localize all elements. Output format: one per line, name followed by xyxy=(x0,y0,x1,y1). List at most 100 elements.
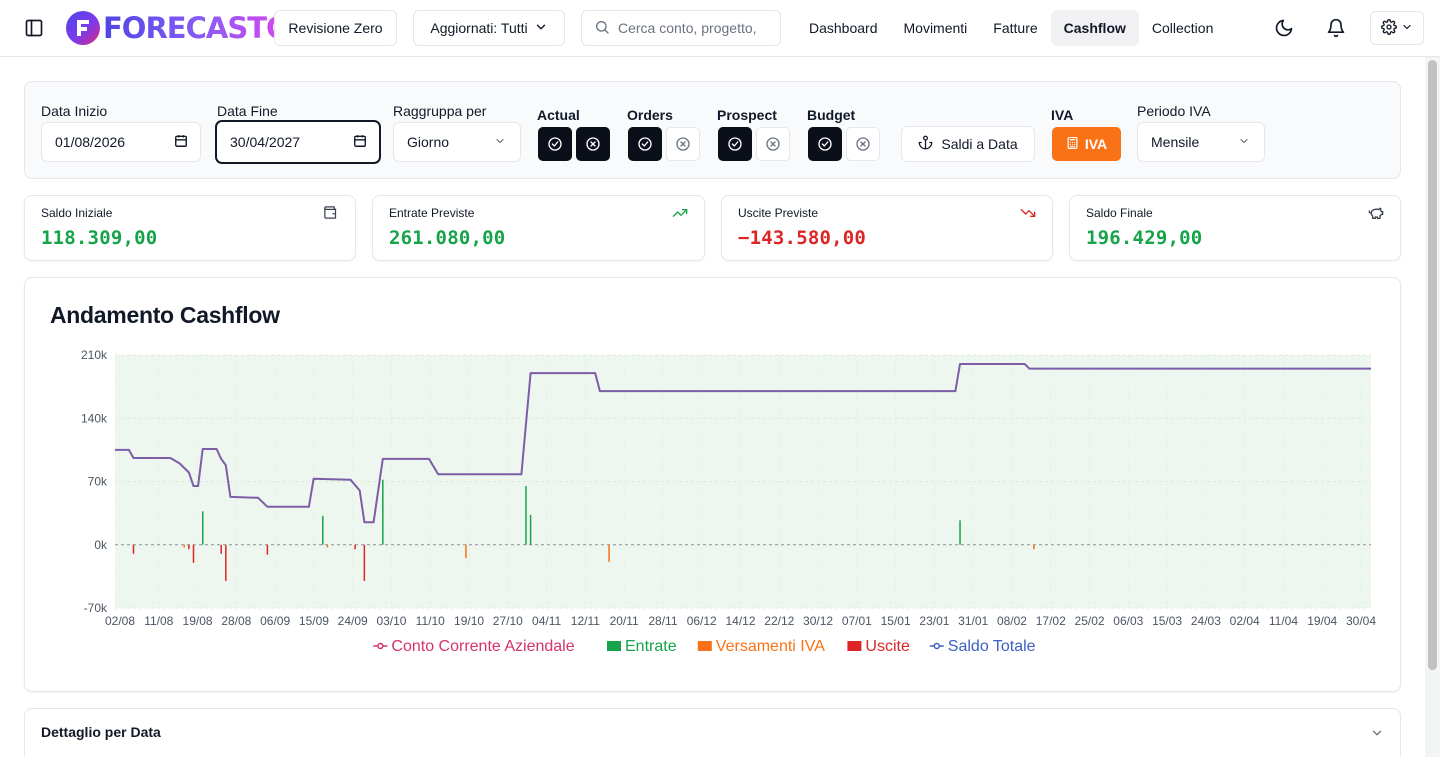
group-by-select[interactable]: Giorno xyxy=(393,122,521,162)
chevron-down-icon xyxy=(534,20,548,37)
stat-card-saldo-finale: Saldo Finale 196.429,00 xyxy=(1069,195,1401,261)
x-tick-label: 17/02 xyxy=(1036,614,1066,628)
nav-dashboard[interactable]: Dashboard xyxy=(809,20,878,36)
stat-title: Entrate Previste xyxy=(389,206,475,220)
stat-title: Saldo Finale xyxy=(1086,206,1153,220)
saldo-totale-line xyxy=(115,363,1371,524)
saldi-a-data-label: Saldi a Data xyxy=(941,136,1018,152)
moon-icon[interactable] xyxy=(1272,16,1296,40)
entrate-bar xyxy=(525,486,527,545)
legend-label: Entrate xyxy=(625,638,677,655)
legend-marker-rect xyxy=(607,641,621,651)
scenario-button[interactable]: Revisione Zero xyxy=(274,10,397,46)
search-icon xyxy=(594,19,610,38)
x-tick-label: 11/10 xyxy=(416,614,445,628)
check-circle-icon xyxy=(638,137,652,151)
detail-per-data-section[interactable]: Dettaglio per Data xyxy=(24,708,1401,757)
calendar-icon xyxy=(174,134,188,151)
end-date-label: Data Fine xyxy=(217,103,278,119)
start-date-value: 01/08/2026 xyxy=(55,134,126,150)
logo-mark-icon xyxy=(66,11,100,45)
prospect-exclude-toggle[interactable] xyxy=(756,127,790,161)
app-logo[interactable]: FORECASTC xyxy=(66,10,274,46)
x-tick-label: 15/01 xyxy=(881,614,911,628)
nav-collection[interactable]: Collection xyxy=(1151,20,1214,36)
cashflow-chart-card: Andamento Cashflow 210k 140k 70k 0k -70k 02/0… xyxy=(24,277,1401,692)
search-input[interactable] xyxy=(618,20,768,36)
start-date-label: Data Inizio xyxy=(41,103,108,119)
prospect-include-toggle[interactable] xyxy=(718,127,752,161)
x-circle-icon xyxy=(676,137,690,151)
sidebar-toggle-icon[interactable] xyxy=(22,16,46,40)
legend-label: Saldo Totale xyxy=(948,638,1036,655)
check-circle-icon xyxy=(818,137,832,151)
legend-label: Uscite xyxy=(865,638,910,655)
x-tick-label: 28/08 xyxy=(221,614,251,628)
budget-include-toggle[interactable] xyxy=(808,127,842,161)
settings-menu-button[interactable] xyxy=(1370,11,1424,45)
page-scrollbar-thumb[interactable] xyxy=(1428,60,1437,670)
end-date-input[interactable]: 30/04/2027 xyxy=(215,120,381,164)
actual-label: Actual xyxy=(537,107,580,123)
x-tick-label: 06/12 xyxy=(687,614,717,628)
orders-include-toggle[interactable] xyxy=(628,127,662,161)
entrate-bar xyxy=(201,511,204,545)
chevron-down-icon xyxy=(494,134,506,150)
main-nav: Dashboard Movimenti Fatture Cashflow Col… xyxy=(796,10,1226,46)
x-tick-label: 30/12 xyxy=(803,614,833,628)
actual-include-toggle[interactable] xyxy=(538,127,572,161)
trending-up-icon xyxy=(672,205,688,221)
stat-title: Saldo Iniziale xyxy=(41,206,113,220)
stat-card-entrate-previste: Entrate Previste 261.080,00 xyxy=(372,195,705,261)
chevron-down-icon[interactable] xyxy=(1370,726,1384,743)
x-tick-label: 07/01 xyxy=(842,614,872,628)
iva-toggle-button[interactable]: IVA xyxy=(1052,127,1121,161)
stat-value: −143.580,00 xyxy=(738,227,867,249)
stat-title: Uscite Previste xyxy=(738,206,819,220)
stat-value: 118.309,00 xyxy=(41,227,158,249)
saldi-a-data-button[interactable]: Saldi a Data xyxy=(901,126,1035,162)
x-tick-label: 25/02 xyxy=(1075,614,1105,628)
versamenti-iva-bar xyxy=(1033,544,1035,550)
budget-exclude-toggle[interactable] xyxy=(846,127,880,161)
piggy-bank-icon xyxy=(1368,205,1384,221)
wallet-icon xyxy=(323,205,339,221)
chevron-down-icon xyxy=(1238,134,1250,150)
versamenti-iva-bar xyxy=(326,544,329,548)
x-tick-label: 11/04 xyxy=(1269,614,1298,628)
scenario-label: Revisione Zero xyxy=(288,20,383,36)
x-tick-label: 22/12 xyxy=(764,614,794,628)
uscite-bar xyxy=(132,544,135,554)
periodo-iva-select[interactable]: Mensile xyxy=(1137,122,1265,162)
x-tick-label: 12/11 xyxy=(571,614,600,628)
x-tick-label: 30/04 xyxy=(1346,614,1376,628)
nav-movimenti[interactable]: Movimenti xyxy=(903,20,968,36)
top-bar: FORECASTC Revisione Zero Aggiornati: Tut… xyxy=(0,0,1440,57)
nav-cashflow[interactable]: Cashflow xyxy=(1050,10,1139,46)
x-tick-label: 08/02 xyxy=(997,614,1027,628)
legend-marker-dot xyxy=(377,642,384,650)
start-date-input[interactable]: 01/08/2026 xyxy=(41,122,201,162)
bell-icon[interactable] xyxy=(1324,16,1348,40)
nav-fatture[interactable]: Fatture xyxy=(993,20,1038,36)
uscite-bar xyxy=(192,544,195,563)
calculator-icon xyxy=(1066,136,1079,153)
filter-panel: Data Inizio 01/08/2026 Data Fine 30/04/2… xyxy=(24,81,1401,179)
prospect-label: Prospect xyxy=(717,107,777,123)
y-tick-label: 140k xyxy=(81,411,108,425)
x-circle-icon xyxy=(766,137,780,151)
x-tick-label: 11/08 xyxy=(144,614,173,628)
stat-value: 196.429,00 xyxy=(1086,227,1203,249)
x-tick-label: 23/01 xyxy=(919,614,949,628)
x-tick-label: 15/03 xyxy=(1152,614,1182,628)
search-box[interactable] xyxy=(581,10,781,46)
updated-filter-dropdown[interactable]: Aggiornati: Tutti xyxy=(413,10,565,46)
x-tick-label: 04/11 xyxy=(532,614,561,628)
legend-marker-rect xyxy=(847,641,862,651)
orders-exclude-toggle[interactable] xyxy=(666,127,700,161)
group-by-label: Raggruppa per xyxy=(393,103,487,119)
uscite-bar xyxy=(225,544,227,581)
uscite-bar xyxy=(354,544,356,550)
actual-exclude-toggle[interactable] xyxy=(576,127,610,161)
